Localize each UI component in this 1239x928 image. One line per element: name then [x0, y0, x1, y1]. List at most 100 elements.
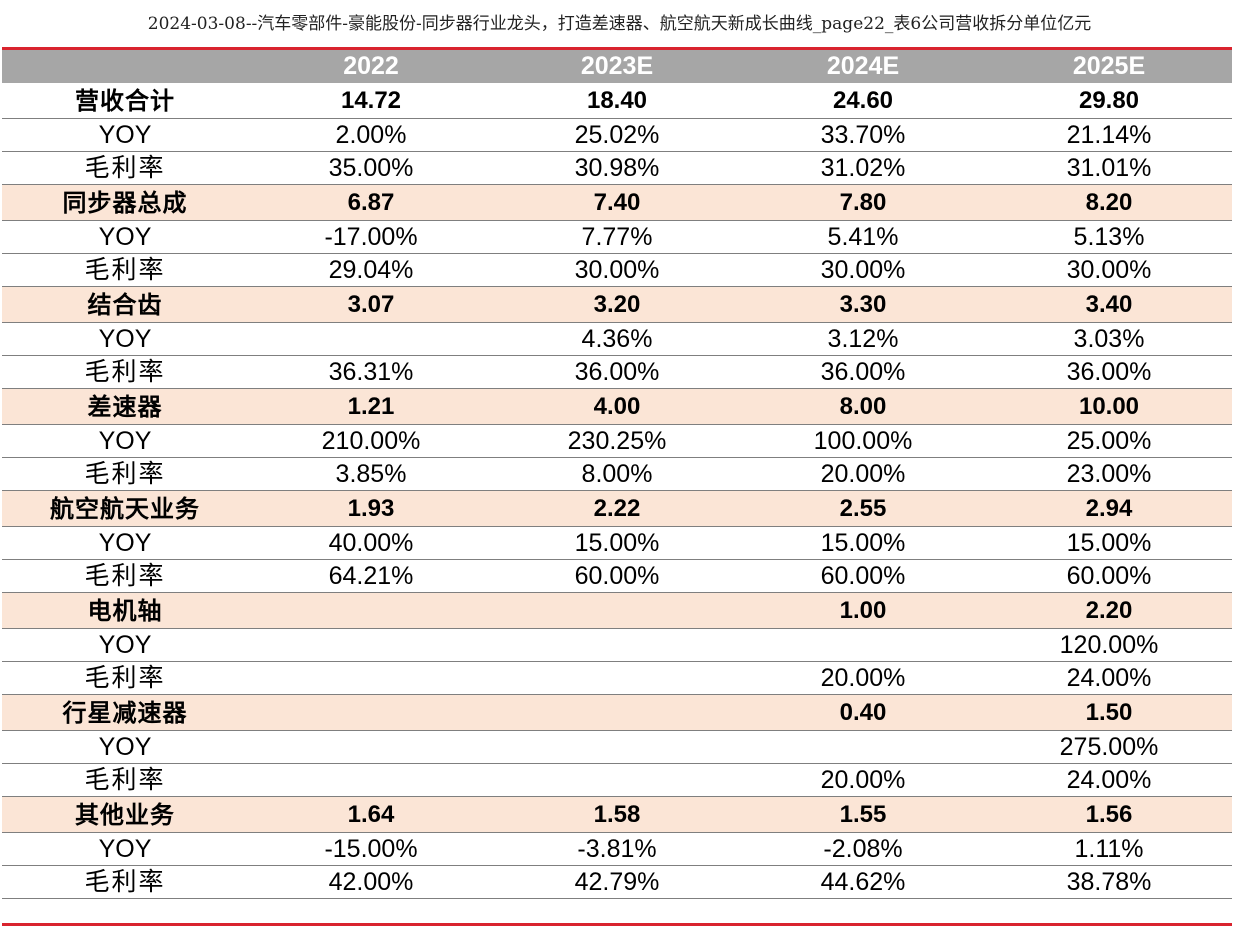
revenue-cell: 8.20 [986, 184, 1232, 221]
gross-margin-cell: 30.00% [986, 253, 1232, 287]
revenue-cell: 0.40 [740, 694, 986, 731]
row-label: 航空航天业务 [2, 490, 248, 527]
revenue-cell: 1.55 [740, 796, 986, 833]
header-row: 2022 2023E 2024E 2025E [2, 50, 1232, 83]
revenue-cell: 2.55 [740, 490, 986, 527]
revenue-cell: 1.00 [740, 592, 986, 629]
gross-margin-row: 毛利率 20.00% 24.00% [2, 661, 1232, 695]
yoy-row: YOY -15.00% -3.81% -2.08% 1.11% [2, 832, 1232, 866]
gross-margin-cell: 29.04% [248, 253, 494, 287]
yoy-cell: 15.00% [740, 526, 986, 560]
gross-margin-row: 毛利率 35.00% 30.98% 31.02% 31.01% [2, 151, 1232, 185]
header-cell-label [2, 50, 248, 83]
yoy-row: YOY -17.00% 7.77% 5.41% 5.13% [2, 220, 1232, 254]
yoy-cell: 33.70% [740, 118, 986, 152]
gross-margin-cell: 36.31% [248, 355, 494, 389]
gross-margin-cell: 36.00% [986, 355, 1232, 389]
revenue-cell: 8.00 [740, 388, 986, 425]
revenue-cell: 1.21 [248, 388, 494, 425]
gross-margin-cell: 42.00% [248, 865, 494, 899]
revenue-cell: 2.22 [494, 490, 740, 527]
gross-margin-cell [248, 661, 494, 695]
revenue-cell: 3.40 [986, 286, 1232, 323]
gross-margin-cell: 30.00% [494, 253, 740, 287]
yoy-cell: 7.77% [494, 220, 740, 254]
revenue-cell [494, 694, 740, 731]
revenue-cell: 1.58 [494, 796, 740, 833]
yoy-cell: -3.81% [494, 832, 740, 866]
revenue-cell: 4.00 [494, 388, 740, 425]
yoy-row: YOY 40.00% 15.00% 15.00% 15.00% [2, 526, 1232, 560]
gross-margin-cell [494, 763, 740, 797]
revenue-cell: 7.40 [494, 184, 740, 221]
row-label: YOY [2, 628, 248, 662]
gross-margin-row: 毛利率 20.00% 24.00% [2, 763, 1232, 797]
yoy-cell: 5.41% [740, 220, 986, 254]
segment-row: 其他业务 1.64 1.58 1.55 1.56 [2, 796, 1232, 833]
revenue-cell: 6.87 [248, 184, 494, 221]
row-label: 行星减速器 [2, 694, 248, 731]
row-label: YOY [2, 118, 248, 152]
revenue-cell [248, 592, 494, 629]
gross-margin-cell: 24.00% [986, 661, 1232, 695]
gross-margin-cell: 36.00% [740, 355, 986, 389]
yoy-cell: 21.14% [986, 118, 1232, 152]
yoy-cell: 15.00% [494, 526, 740, 560]
yoy-cell [740, 730, 986, 764]
yoy-row: YOY 2.00% 25.02% 33.70% 21.14% [2, 118, 1232, 152]
gross-margin-cell: 35.00% [248, 151, 494, 185]
yoy-cell: 5.13% [986, 220, 1232, 254]
gross-margin-cell: 36.00% [494, 355, 740, 389]
revenue-cell: 14.72 [248, 83, 494, 119]
gross-margin-cell: 64.21% [248, 559, 494, 593]
header-cell-2024e: 2024E [740, 50, 986, 83]
row-label: 同步器总成 [2, 184, 248, 221]
row-label: 毛利率 [2, 253, 248, 287]
segment-row: 营收合计 14.72 18.40 24.60 29.80 [2, 83, 1232, 119]
yoy-cell: 3.12% [740, 322, 986, 356]
yoy-cell [494, 628, 740, 662]
gross-margin-cell: 42.79% [494, 865, 740, 899]
yoy-cell: 4.36% [494, 322, 740, 356]
yoy-cell: 1.11% [986, 832, 1232, 866]
revenue-cell: 1.50 [986, 694, 1232, 731]
segment-row: 差速器 1.21 4.00 8.00 10.00 [2, 388, 1232, 425]
header-cell-2025e: 2025E [986, 50, 1232, 83]
gross-margin-cell [248, 763, 494, 797]
row-label: YOY [2, 322, 248, 356]
yoy-cell [740, 628, 986, 662]
yoy-cell: 40.00% [248, 526, 494, 560]
revenue-cell: 7.80 [740, 184, 986, 221]
segment-row: 行星减速器 0.40 1.50 [2, 694, 1232, 731]
revenue-cell: 2.20 [986, 592, 1232, 629]
yoy-cell: -2.08% [740, 832, 986, 866]
gross-margin-cell: 20.00% [740, 661, 986, 695]
segment-row: 结合齿 3.07 3.20 3.30 3.40 [2, 286, 1232, 323]
segment-row: 航空航天业务 1.93 2.22 2.55 2.94 [2, 490, 1232, 527]
yoy-row: YOY 275.00% [2, 730, 1232, 764]
revenue-cell: 29.80 [986, 83, 1232, 119]
yoy-cell: 100.00% [740, 424, 986, 458]
row-label: 毛利率 [2, 355, 248, 389]
segment-row: 电机轴 1.00 2.20 [2, 592, 1232, 629]
yoy-cell: 3.03% [986, 322, 1232, 356]
revenue-cell: 3.30 [740, 286, 986, 323]
gross-margin-cell: 8.00% [494, 457, 740, 491]
yoy-cell: 25.02% [494, 118, 740, 152]
gross-margin-row: 毛利率 36.31% 36.00% 36.00% 36.00% [2, 355, 1232, 389]
row-label: 毛利率 [2, 559, 248, 593]
yoy-cell: 2.00% [248, 118, 494, 152]
row-label: YOY [2, 526, 248, 560]
gross-margin-cell: 44.62% [740, 865, 986, 899]
row-label: YOY [2, 424, 248, 458]
revenue-cell: 1.64 [248, 796, 494, 833]
gross-margin-row: 毛利率 42.00% 42.79% 44.62% 38.78% [2, 865, 1232, 899]
row-label: 营收合计 [2, 83, 248, 119]
gross-margin-cell: 60.00% [494, 559, 740, 593]
row-label: 其他业务 [2, 796, 248, 833]
yoy-cell [248, 322, 494, 356]
yoy-cell: 275.00% [986, 730, 1232, 764]
gross-margin-cell: 20.00% [740, 457, 986, 491]
gross-margin-cell: 30.00% [740, 253, 986, 287]
row-label: 电机轴 [2, 592, 248, 629]
